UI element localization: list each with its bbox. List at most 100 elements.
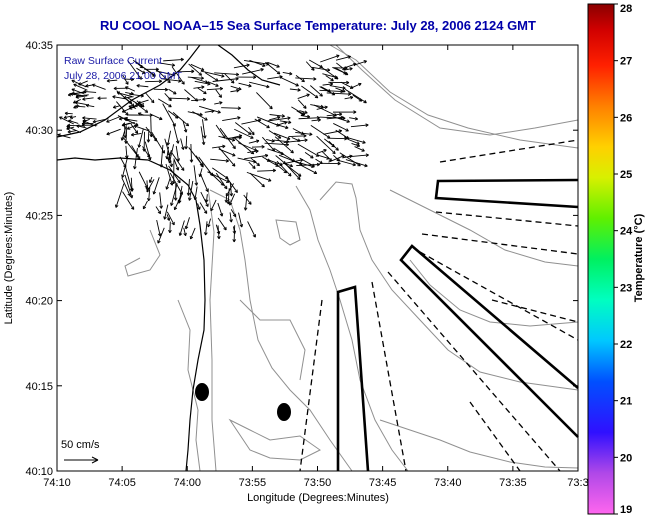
current-vector [193, 186, 198, 201]
current-vector [296, 110, 305, 116]
beam-line [491, 299, 579, 323]
current-vector [91, 83, 106, 90]
beam-line [419, 251, 579, 341]
current-vector [168, 165, 181, 184]
current-vector [207, 81, 219, 87]
current-vector [237, 75, 257, 80]
current-vector [68, 119, 79, 124]
y-tick-label: 40:30 [25, 125, 53, 137]
current-vector [173, 158, 180, 171]
current-vector [194, 80, 211, 86]
current-vector [248, 127, 255, 136]
contour-line [389, 189, 579, 267]
colorbar-tick-label: 22 [620, 339, 632, 351]
current-vector [146, 129, 151, 143]
current-vector [166, 214, 171, 221]
current-vector [124, 174, 134, 199]
current-vector [112, 105, 121, 109]
current-vector [124, 117, 138, 122]
colorbar-tick-label: 20 [620, 452, 632, 464]
current-vector [267, 116, 291, 122]
current-vector [130, 177, 134, 192]
current-vector [249, 81, 270, 89]
current-vector [118, 116, 128, 121]
current-vector [215, 124, 226, 139]
current-vector [148, 176, 153, 183]
current-vector [319, 86, 336, 96]
current-vector [300, 114, 311, 119]
contour-line [275, 219, 301, 246]
beam-line [469, 401, 521, 472]
current-vector [266, 139, 275, 143]
current-vector [295, 75, 305, 83]
mooring-marker [195, 383, 209, 401]
current-vector [224, 73, 235, 84]
current-vector [329, 85, 346, 90]
current-vector [262, 136, 275, 152]
current-vector [217, 225, 221, 240]
current-vector [116, 91, 133, 98]
current-vector [319, 89, 344, 94]
current-vector [83, 89, 97, 94]
x-tick-label: 73:50 [304, 477, 332, 489]
current-vector [157, 227, 165, 244]
current-vector [187, 76, 204, 80]
current-vector [197, 87, 207, 95]
contour-line [335, 44, 579, 136]
current-vector [97, 96, 107, 101]
beam-line [371, 281, 407, 472]
current-vector [204, 109, 215, 114]
current-vector [137, 112, 145, 116]
x-tick-label: 74:00 [173, 477, 201, 489]
current-vector [320, 161, 341, 166]
beam-line [435, 211, 579, 227]
current-vector [351, 142, 361, 148]
current-vector [136, 83, 149, 88]
current-vector [311, 118, 321, 122]
current-vector [206, 86, 223, 91]
current-vector [310, 85, 323, 97]
colorbar-tick-label: 27 [620, 56, 632, 68]
current-vector [183, 227, 187, 237]
current-vector [166, 130, 172, 146]
contour-line [209, 189, 353, 472]
current-vector [135, 102, 149, 113]
current-vector [283, 158, 304, 165]
y-axis-label: Latitude (Degrees:Minutes) [3, 192, 15, 325]
current-vector [282, 71, 293, 76]
current-vector [85, 103, 95, 108]
colorbar-tick-label: 23 [620, 282, 632, 294]
current-vector [238, 82, 252, 88]
current-vector [344, 88, 367, 104]
current-vector [178, 69, 195, 74]
contour-line [228, 418, 321, 461]
current-vector [308, 59, 323, 68]
current-vector [191, 97, 207, 102]
current-vector [237, 142, 258, 152]
current-vector [349, 116, 359, 121]
current-vector [310, 124, 331, 139]
current-vector [252, 144, 265, 149]
current-vector [184, 135, 188, 150]
current-vector [149, 116, 154, 138]
x-tick-label: 73:3 [567, 477, 588, 489]
current-vector [199, 202, 208, 214]
inset-label-line1: Raw Surface Current [64, 55, 162, 67]
current-vector [166, 211, 175, 226]
current-vector [316, 148, 327, 154]
current-vector [320, 54, 340, 63]
current-vector [204, 72, 219, 82]
current-vector [288, 134, 307, 138]
current-vector [248, 161, 256, 169]
beam-line [299, 299, 323, 472]
current-vector [131, 145, 141, 160]
current-vector [133, 148, 138, 170]
current-vector [155, 206, 162, 215]
current-vector [202, 119, 207, 139]
coast-segment [56, 157, 197, 201]
sector-outline [434, 178, 579, 209]
current-vector [66, 125, 82, 134]
current-vector [325, 75, 334, 82]
current-vector [310, 104, 324, 109]
current-vector [106, 128, 121, 136]
